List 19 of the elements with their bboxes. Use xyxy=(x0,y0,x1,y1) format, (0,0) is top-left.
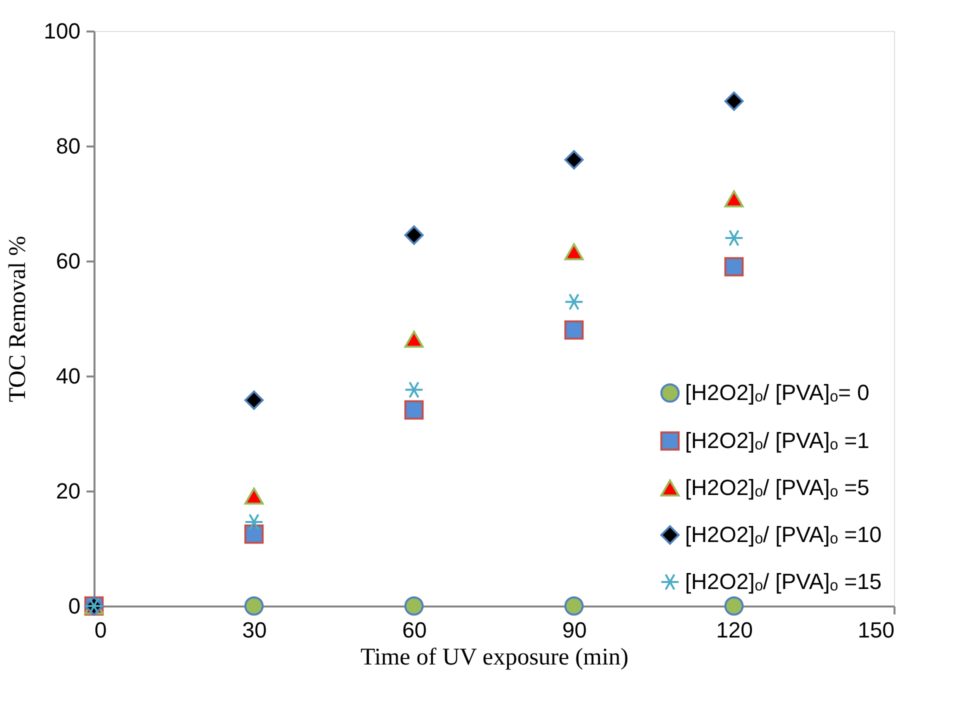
x-tick-label: 120 xyxy=(716,618,753,642)
y-tick-label: 40 xyxy=(56,364,80,388)
x-tick-label: 90 xyxy=(562,618,587,642)
legend-label: [H2O2]ₒ/ [PVA]ₒ =1 xyxy=(685,428,870,453)
y-axis-title: TOC Removal % xyxy=(4,236,31,402)
y-tick-label: 100 xyxy=(44,18,80,44)
legend-label: [H2O2]ₒ/ [PVA]ₒ= 0 xyxy=(685,380,870,405)
legend-label: [H2O2]ₒ/ [PVA]ₒ =5 xyxy=(685,475,870,500)
x-tick-label: 60 xyxy=(402,618,427,642)
legend-label: [H2O2]ₒ/ [PVA]ₒ =15 xyxy=(685,569,882,594)
x-tick-label: 30 xyxy=(242,618,267,642)
x-tick-label: 150 xyxy=(858,618,894,642)
x-tick-label: 0 xyxy=(94,618,107,642)
y-tick-label: 60 xyxy=(56,248,80,274)
legend-label: [H2O2]ₒ/ [PVA]ₒ =10 xyxy=(685,522,882,547)
y-tick-label: 0 xyxy=(68,594,80,618)
y-tick-label: 80 xyxy=(56,134,80,158)
x-axis-title: Time of UV exposure (min) xyxy=(360,644,628,670)
y-tick-label: 20 xyxy=(56,478,80,504)
